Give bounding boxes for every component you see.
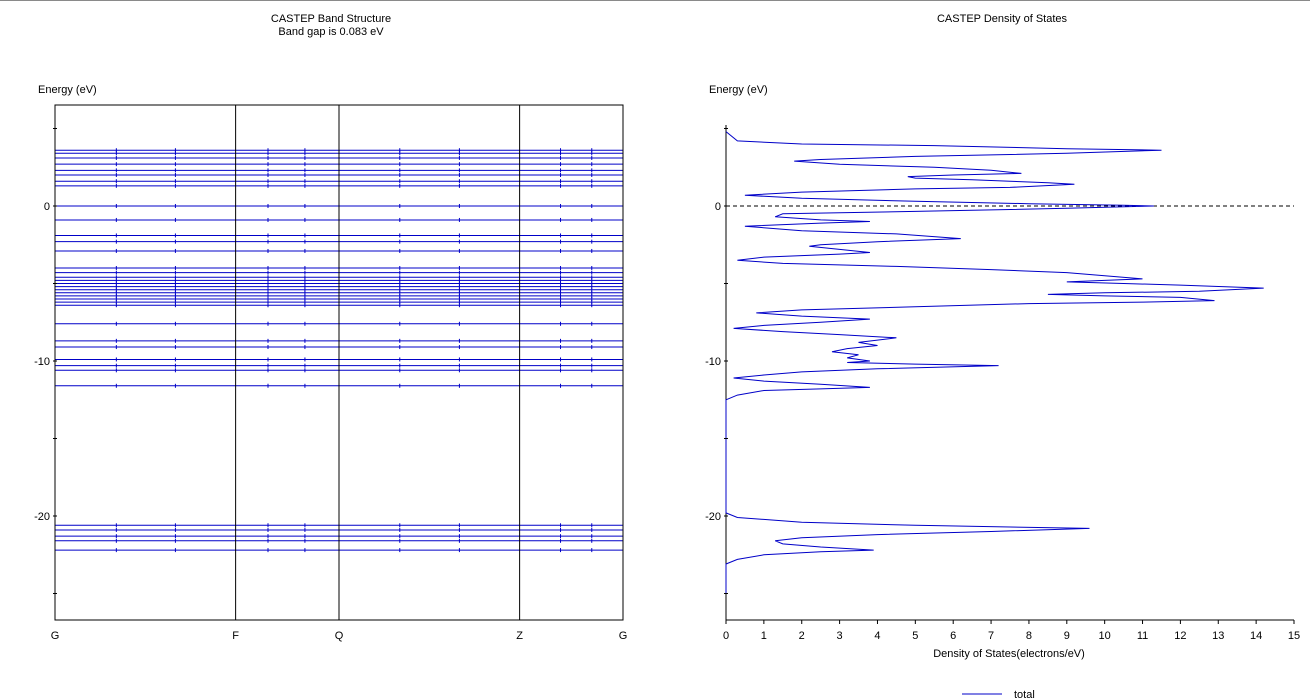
x-tick-label: 14 — [1250, 630, 1262, 642]
window-top-border — [0, 0, 1310, 1]
band-structure-title: CASTEP Band Structure — [271, 13, 391, 25]
x-tick-label: 12 — [1174, 630, 1186, 642]
kpoint-label: F — [232, 630, 239, 642]
kpoint-gridlines — [235, 105, 521, 620]
x-tick-label: 10 — [1099, 630, 1111, 642]
x-tick-label: 1 — [761, 630, 767, 642]
x-tick-label: 11 — [1137, 630, 1148, 642]
x-tick-label: 4 — [874, 630, 880, 642]
band-structure-y-ticks: -20 -10 0 — [34, 128, 57, 594]
kpoint-label: G — [619, 630, 628, 642]
band-structure-plot-frame — [54, 104, 624, 621]
legend-label-total: total — [1014, 689, 1035, 699]
band-structure-chart: CASTEP Band Structure Band gap is 0.083 … — [34, 13, 627, 642]
x-tick-label: 0 — [723, 630, 729, 642]
x-tick-label: 8 — [1026, 630, 1032, 642]
kpoint-label: G — [51, 630, 60, 642]
band-structure-ylabel: Energy (eV) — [38, 84, 97, 96]
dos-title: CASTEP Density of States — [937, 13, 1068, 25]
y-tick-label: 0 — [44, 201, 50, 213]
x-tick-label: 3 — [837, 630, 843, 642]
y-tick-label: -20 — [34, 511, 50, 523]
dos-ylabel: Energy (eV) — [709, 84, 768, 96]
dos-x-ticks: 0 1 2 3 4 5 6 7 8 9 10 11 12 13 14 15 — [723, 620, 1300, 642]
y-tick-label: 0 — [715, 201, 721, 213]
dos-series-total — [725, 131, 1264, 594]
x-tick-label: 5 — [912, 630, 918, 642]
x-tick-label: 6 — [950, 630, 956, 642]
kpoint-label: Q — [335, 630, 344, 642]
x-tick-label: 7 — [988, 630, 994, 642]
y-tick-label: -10 — [705, 356, 721, 368]
y-tick-label: -20 — [705, 511, 721, 523]
kpoint-label: Z — [516, 630, 523, 642]
dos-y-ticks: -20 -10 0 — [705, 128, 728, 594]
y-tick-label: -10 — [34, 356, 50, 368]
x-tick-label: 13 — [1212, 630, 1224, 642]
x-tick-label: 2 — [799, 630, 805, 642]
band-structure-subtitle: Band gap is 0.083 eV — [278, 26, 384, 38]
dos-legend: total — [962, 689, 1035, 699]
x-tick-label: 15 — [1288, 630, 1300, 642]
dos-xlabel: Density of States(electrons/eV) — [933, 648, 1085, 660]
dos-chart: CASTEP Density of States Energy (eV) -20… — [705, 13, 1300, 699]
x-tick-label: 9 — [1064, 630, 1070, 642]
band-sample-marks — [115, 148, 593, 553]
